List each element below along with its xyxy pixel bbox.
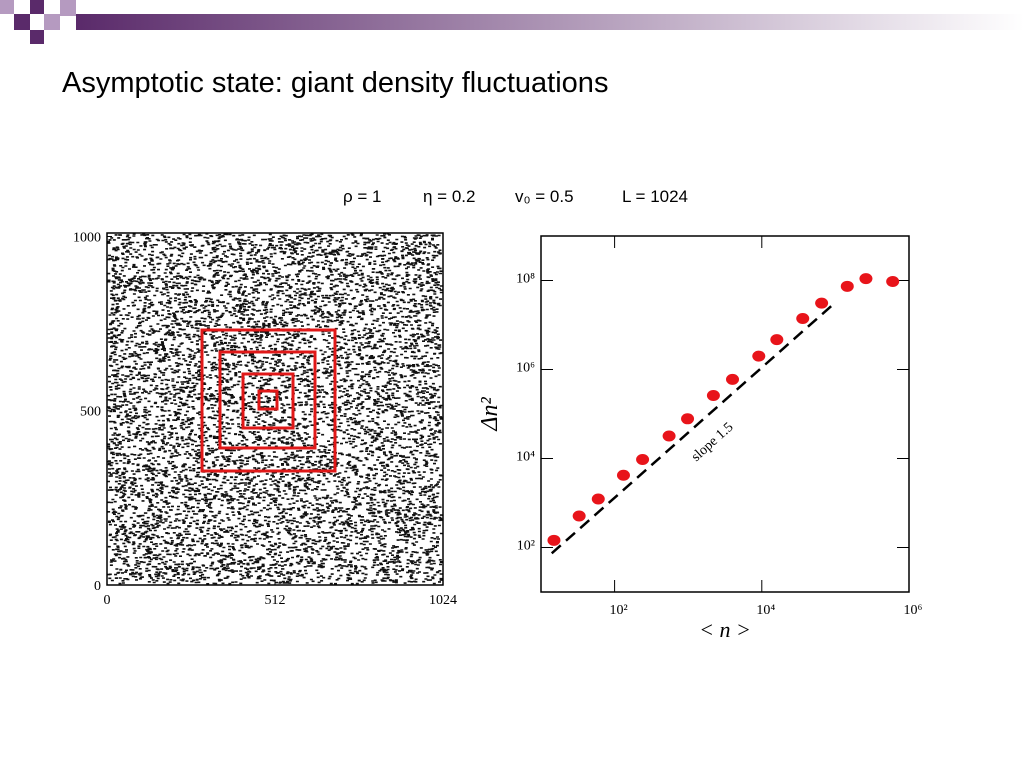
y-tick-label: 10⁶ xyxy=(516,361,535,376)
x-tick-label: 512 xyxy=(265,593,286,608)
data-point xyxy=(706,390,720,402)
x-tick-label: 0 xyxy=(104,593,111,608)
x-axis-label: < n > xyxy=(699,617,751,642)
snapshot-panel: 0 512 1024 0 500 1000 xyxy=(73,230,457,608)
header-decoration xyxy=(0,0,1024,44)
y-tick-label: 10² xyxy=(517,539,535,554)
y-tick-label: 10⁴ xyxy=(516,450,535,465)
data-point xyxy=(752,350,766,362)
parameter: v₀ = 0.5 xyxy=(515,187,574,206)
data-point xyxy=(770,334,784,346)
data-point xyxy=(796,312,810,324)
plot-frame xyxy=(540,235,910,593)
data-point xyxy=(726,373,740,385)
x-tick-label: 1024 xyxy=(429,593,457,608)
parameters: ρ = 1 η = 0.2 v₀ = 0.5 L = 1024 xyxy=(343,187,688,206)
data-point xyxy=(840,280,854,292)
parameter: L = 1024 xyxy=(622,187,688,206)
data-point xyxy=(662,430,676,442)
y-tick-label: 500 xyxy=(80,405,101,420)
data-point xyxy=(547,534,561,546)
data-point xyxy=(681,413,695,425)
parameter: ρ = 1 xyxy=(343,187,382,206)
reference-line xyxy=(550,304,834,555)
y-tick-label: 1000 xyxy=(73,230,101,245)
data-point xyxy=(636,453,650,465)
y-tick-label: 10⁸ xyxy=(516,272,535,287)
data-point xyxy=(859,273,873,285)
data-point xyxy=(572,510,586,522)
x-tick-label: 10² xyxy=(609,603,627,618)
data-point xyxy=(591,493,605,505)
particles xyxy=(107,233,443,585)
y-tick-label: 0 xyxy=(94,579,101,594)
data-point xyxy=(616,469,630,481)
x-tick-label: 10⁶ xyxy=(904,603,923,618)
y-axis-label: Δn² xyxy=(477,397,503,432)
data-point xyxy=(886,275,900,287)
slide-title: Asymptotic state: giant density fluctuat… xyxy=(62,67,608,99)
boxes xyxy=(200,328,337,473)
x-tick-label: 10⁴ xyxy=(756,603,775,618)
data-point xyxy=(815,297,829,309)
parameter: η = 0.2 xyxy=(423,187,475,206)
